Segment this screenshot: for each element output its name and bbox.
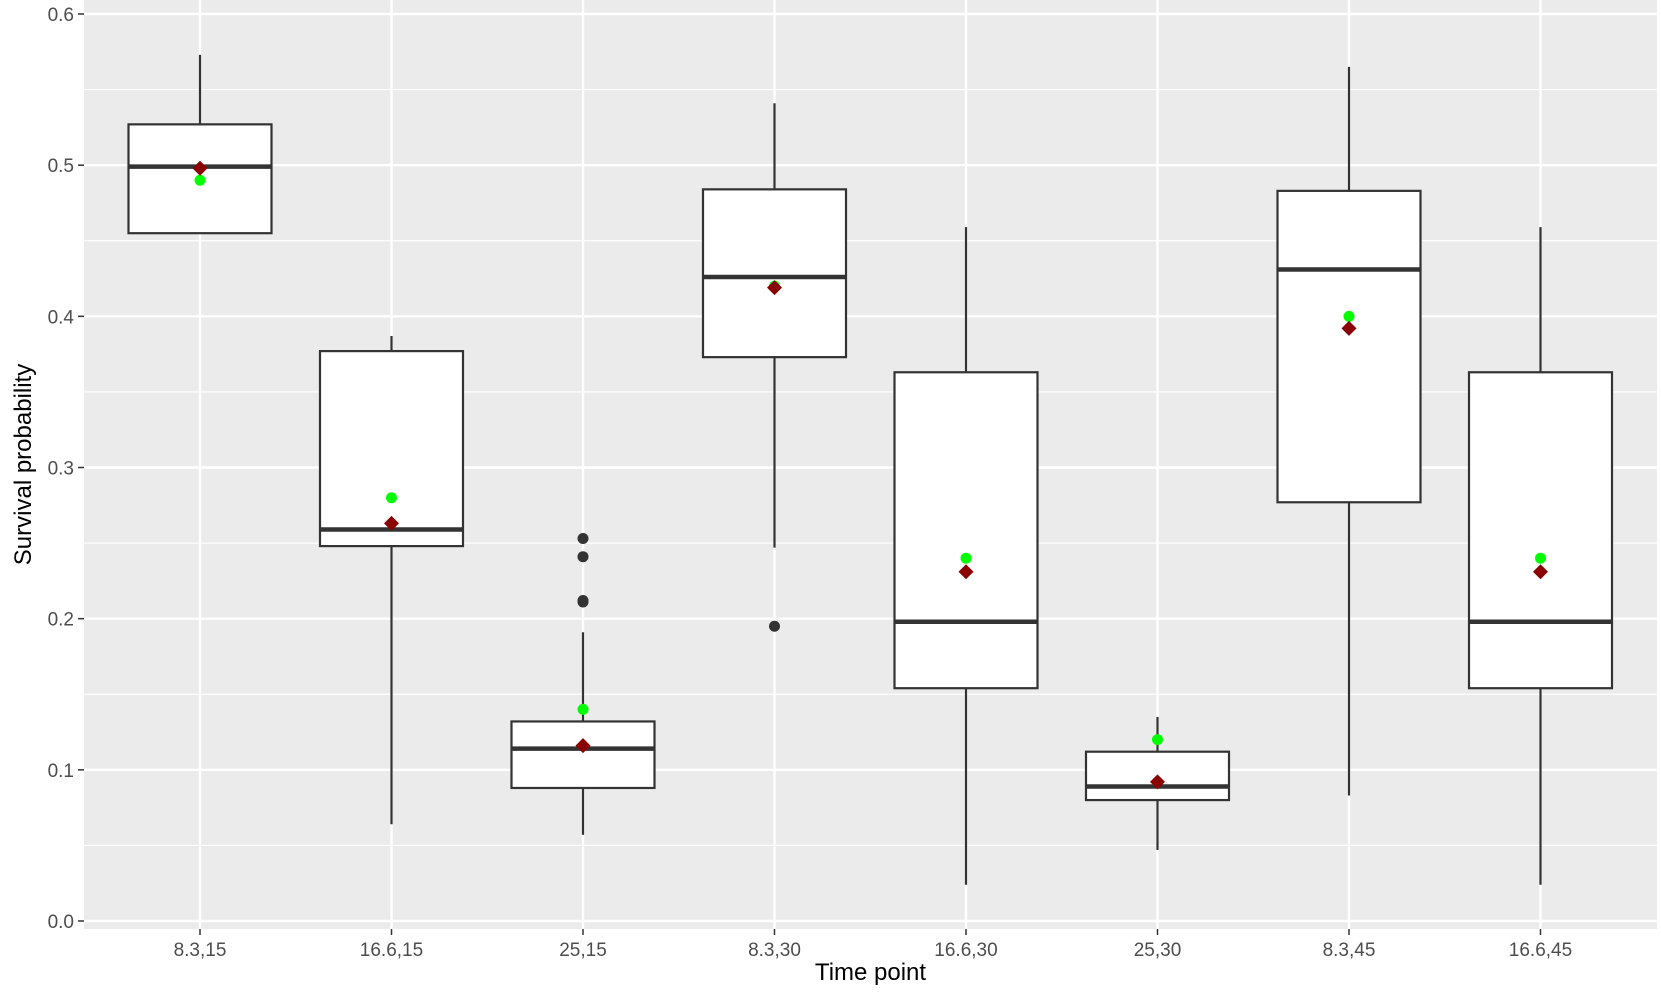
y-tick-label: 0.0 [48,912,74,933]
green-point [577,703,589,715]
x-tick-label: 16.6,45 [1509,940,1572,961]
green-point [1343,310,1355,322]
box-iqr [318,350,465,548]
boxplot-group [1084,716,1231,850]
mean-diamond [1150,774,1165,790]
boxplot-group [1467,227,1614,885]
x-axis-ticks: 8.3,15 16.6,15 25,15 8.3,30 16.6,30 25,30 8.3,… [174,929,1572,961]
box-iqr [1276,189,1422,504]
x-tick-label: 25,15 [559,940,607,961]
outlier-point [577,595,589,607]
box-iqr [1467,371,1614,690]
mean-diamond [384,515,399,531]
boxplot-group [701,103,848,632]
mean-diamond [958,564,974,580]
green-point [1535,552,1546,564]
boxplot-group [893,227,1039,885]
mean-diamond [1533,564,1548,580]
green-point [1152,734,1163,746]
x-tick-label: 8.3,45 [1323,940,1376,961]
mean-diamond [192,160,208,176]
outlier-point [577,551,589,563]
box-iqr [893,371,1039,690]
y-tick-label: 0.6 [48,5,74,26]
boxplot-group [127,54,273,235]
x-tick-label: 8.3,15 [174,940,227,961]
x-axis-title: Time point [815,959,926,986]
outlier-point [769,620,780,632]
y-axis-ticks: 0.0 0.1 0.2 0.3 0.4 0.5 0.6 [48,5,84,933]
y-tick-label: 0.5 [48,156,74,177]
y-axis-title: Survival probability [10,364,37,565]
mean-diamond [1341,320,1357,336]
box-iqr [701,188,848,359]
y-tick-label: 0.1 [48,761,74,782]
x-tick-label: 16.6,15 [360,940,423,961]
green-point [194,174,206,186]
x-tick-label: 16.6,30 [934,940,997,961]
box-iqr [510,720,656,790]
green-point [960,552,972,564]
x-tick-label: 8.3,30 [748,940,801,961]
outlier-point [577,533,589,545]
mean-diamond [767,280,782,296]
boxplot-group [318,335,465,825]
boxplot-group [510,533,656,835]
y-tick-label: 0.3 [48,459,74,480]
y-tick-label: 0.4 [48,307,75,328]
green-point [386,492,397,504]
x-tick-label: 25,30 [1134,940,1182,961]
mean-diamond [575,738,591,754]
boxplots [127,54,1614,885]
boxplot-group [1276,66,1422,796]
y-tick-label: 0.2 [48,610,74,631]
